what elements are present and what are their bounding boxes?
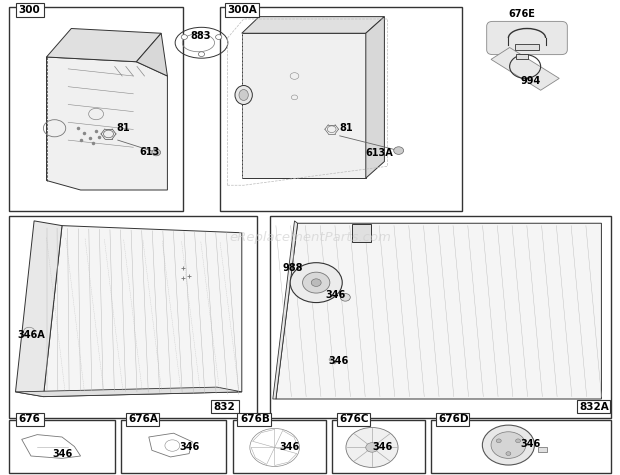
Circle shape [394,147,404,154]
FancyBboxPatch shape [487,21,567,55]
Text: 300A: 300A [228,5,257,15]
Polygon shape [46,57,167,190]
Bar [9,7,183,211]
Circle shape [516,439,521,443]
Bar [211,400,239,413]
Bar [515,44,539,50]
Text: 613: 613 [140,147,160,157]
Circle shape [340,294,350,301]
Circle shape [311,279,321,286]
Circle shape [366,443,378,452]
Bar [121,420,226,473]
Text: 346: 346 [180,441,200,452]
Circle shape [198,52,205,57]
Ellipse shape [235,86,252,104]
Text: 346: 346 [326,289,346,300]
Text: 81: 81 [340,123,353,133]
Bar [9,216,257,418]
Text: 676C: 676C [339,414,369,425]
Polygon shape [242,33,366,178]
Polygon shape [273,221,298,399]
Circle shape [346,428,398,467]
Bar [220,7,462,211]
Bar [538,447,547,452]
Text: eReplacementParts.com: eReplacementParts.com [229,231,391,244]
Bar [352,224,371,242]
Circle shape [303,272,330,293]
Polygon shape [366,17,384,178]
Polygon shape [491,48,559,90]
Bar [337,413,370,426]
Polygon shape [136,33,167,76]
Polygon shape [16,221,62,397]
Bar [436,413,469,426]
Text: 988: 988 [282,263,303,274]
Text: 832A: 832A [579,401,609,412]
Text: 81: 81 [117,123,130,133]
Text: 676E: 676E [508,9,535,19]
Text: 346: 346 [329,356,349,366]
Text: 676B: 676B [240,414,270,425]
Polygon shape [276,223,601,399]
Text: 346: 346 [521,439,541,449]
Bar [126,413,159,426]
Circle shape [491,432,526,458]
Text: 300: 300 [18,5,40,15]
Bar [232,420,326,473]
Text: 676D: 676D [438,414,469,425]
Circle shape [496,439,501,443]
Polygon shape [242,17,384,33]
Text: 346: 346 [279,441,299,452]
Text: 613A: 613A [366,148,394,158]
Bar [237,413,271,426]
Circle shape [181,35,187,39]
Circle shape [482,425,534,465]
Bar [516,54,528,59]
Text: 676A: 676A [128,414,158,425]
Polygon shape [43,226,242,397]
Text: 994: 994 [521,76,541,86]
Polygon shape [46,28,161,62]
Bar [16,413,44,426]
Bar [225,3,259,17]
Circle shape [290,263,342,303]
Bar [431,420,611,473]
Text: 346: 346 [53,448,73,459]
Bar [270,216,611,418]
Bar [577,400,610,413]
Text: 883: 883 [190,30,211,41]
Bar [16,3,44,17]
Bar [9,420,115,473]
Circle shape [152,149,161,156]
Circle shape [506,452,511,456]
Text: 346: 346 [372,441,392,452]
Ellipse shape [239,90,248,101]
Text: 832: 832 [213,401,235,412]
Bar [332,420,425,473]
Text: 346A: 346A [17,330,45,340]
Circle shape [216,35,222,39]
Polygon shape [16,387,242,397]
Text: 676: 676 [18,414,40,425]
